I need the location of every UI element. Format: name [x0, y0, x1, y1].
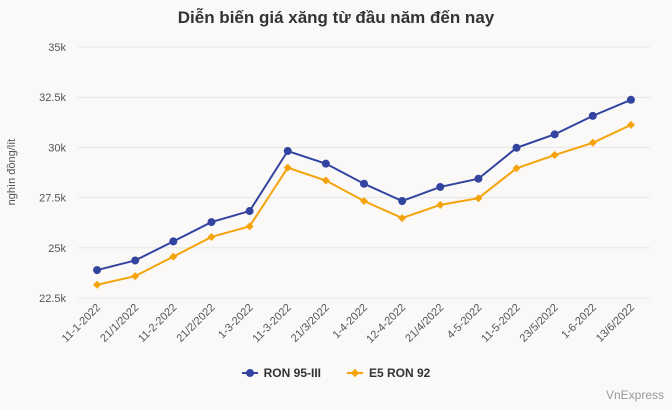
data-point-0[interactable]: [588, 111, 597, 120]
data-point-1[interactable]: [207, 232, 216, 241]
legend: RON 95-III E5 RON 92: [0, 366, 672, 380]
data-point-0[interactable]: [131, 256, 140, 265]
series-layer: [93, 95, 635, 289]
grid-layer: [78, 46, 650, 299]
data-point-1[interactable]: [93, 280, 102, 289]
data-point-0[interactable]: [474, 174, 483, 183]
legend-label-e5: E5 RON 92: [369, 366, 431, 380]
x-tick-label: 11-3-2022: [250, 302, 293, 345]
x-tick-label: 21/2/2022: [174, 302, 217, 345]
data-point-0[interactable]: [321, 159, 330, 168]
data-point-0[interactable]: [626, 95, 635, 104]
x-tick-label: 21/1/2022: [98, 302, 141, 345]
y-tick-label: 35k: [48, 42, 66, 54]
legend-swatch-ron95: [241, 368, 258, 378]
x-tick-label: 11-1-2022: [60, 302, 103, 345]
data-point-1[interactable]: [626, 120, 635, 129]
data-point-1[interactable]: [360, 197, 368, 206]
legend-swatch-e5: [347, 368, 363, 378]
x-tick-label: 21/3/2022: [289, 302, 332, 345]
data-point-0[interactable]: [550, 130, 559, 139]
x-tick-label: 13/6/2022: [594, 302, 637, 345]
source-credit[interactable]: VnExpress: [605, 388, 664, 402]
data-point-0[interactable]: [512, 143, 521, 152]
y-tick-label: 32.5k: [39, 92, 66, 104]
data-point-0[interactable]: [93, 266, 102, 275]
data-point-1[interactable]: [398, 214, 407, 223]
data-point-1[interactable]: [550, 151, 559, 160]
y-tick-label: 22.5k: [39, 293, 66, 305]
chart-title: Diễn biến giá xăng từ đầu năm đến nay: [177, 8, 495, 27]
data-point-1[interactable]: [436, 200, 445, 209]
data-point-0[interactable]: [398, 197, 407, 206]
y-axis-label: nghìn đồng/lít: [6, 139, 18, 206]
data-point-1[interactable]: [131, 272, 140, 281]
x-tick-label: 11-2-2022: [136, 302, 179, 345]
data-point-1[interactable]: [512, 164, 521, 173]
y-tick-label: 30k: [48, 142, 66, 154]
data-point-1[interactable]: [283, 163, 292, 172]
data-point-0[interactable]: [436, 182, 445, 191]
legend-item-e5[interactable]: E5 RON 92: [347, 366, 430, 380]
x-tick-label: 11-5-2022: [479, 302, 522, 345]
data-point-1[interactable]: [169, 252, 178, 261]
y-tick-label: 27.5k: [39, 193, 66, 205]
x-axis-ticks: 11-1-202221/1/202211-2-202221/2/20221-3-…: [60, 302, 637, 346]
data-point-0[interactable]: [207, 218, 216, 227]
data-point-0[interactable]: [169, 237, 178, 246]
x-tick-label: 1-4-2022: [330, 302, 370, 342]
data-point-0[interactable]: [283, 147, 292, 156]
data-point-0[interactable]: [360, 179, 368, 188]
data-point-0[interactable]: [245, 207, 254, 216]
x-tick-label: 4-5-2022: [445, 302, 485, 342]
legend-item-ron95[interactable]: RON 95-III: [241, 366, 321, 380]
legend-label-ron95: RON 95-III: [263, 366, 321, 380]
x-tick-label: 1-3-2022: [216, 302, 256, 342]
x-tick-label: 21/4/2022: [403, 302, 446, 345]
data-point-1[interactable]: [245, 222, 254, 231]
data-point-1[interactable]: [474, 194, 483, 203]
x-tick-label: 23/5/2022: [518, 302, 561, 345]
y-tick-label: 25k: [48, 243, 66, 255]
x-tick-label: 12-4-2022: [364, 302, 408, 346]
data-point-1[interactable]: [321, 176, 330, 185]
y-axis-ticks: 22.5k 25k 27.5k 30k 32.5k 35k: [39, 42, 66, 305]
x-tick-label: 1-6-2022: [559, 302, 599, 342]
data-point-1[interactable]: [588, 138, 597, 147]
